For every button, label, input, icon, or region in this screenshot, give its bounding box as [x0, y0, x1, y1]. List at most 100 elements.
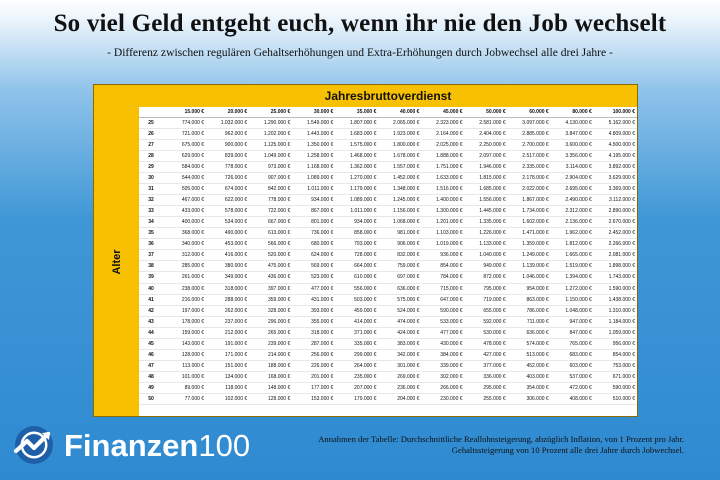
value-cell: 424.000 € [378, 327, 422, 339]
value-cell: 2.164.000 € [421, 128, 465, 141]
value-cell: 795.000 € [464, 283, 508, 295]
value-cell: 793.000 € [335, 238, 379, 251]
value-cell: 336.000 € [464, 371, 508, 383]
value-cell: 842.000 € [249, 183, 293, 196]
salary-column-header: 100.000 € [593, 107, 637, 119]
salary-column-header: 35.000 € [335, 107, 379, 119]
table-row: 26 721.000 €962.000 €1.202.000 €1.443.000… [139, 128, 637, 141]
value-cell: 299.000 € [335, 349, 379, 361]
value-cell: 188.000 € [249, 360, 293, 372]
value-cell: 1.168.000 € [292, 161, 336, 174]
value-cell: 2.266.000 € [593, 238, 637, 251]
value-cell: 774.000 € [163, 117, 207, 130]
value-cell: 872.000 € [464, 271, 508, 284]
age-cell: 47 [139, 360, 163, 372]
value-cell: 306.000 € [507, 393, 551, 405]
value-cell: 207.000 € [335, 382, 379, 394]
value-cell: 1.394.000 € [550, 271, 594, 284]
value-cell: 854.000 € [421, 260, 465, 273]
table-row: 39 261.000 €349.000 €436.000 €523.000 €61… [139, 271, 637, 284]
value-cell: 934.000 € [335, 216, 379, 229]
value-cell: 1.032.000 € [206, 117, 250, 130]
age-cell: 26 [139, 128, 163, 141]
value-cell: 1.226.000 € [464, 227, 508, 240]
value-cell: 296.000 € [249, 316, 293, 328]
table-row: 29 584.000 €778.000 €973.000 €1.168.000 €… [139, 161, 637, 174]
value-cell: 1.556.000 € [464, 194, 508, 207]
value-cell: 204.000 € [378, 393, 422, 405]
value-cell: 288.000 € [206, 294, 250, 306]
logo-wordmark: Finanzen100 [64, 423, 250, 469]
value-cell: 858.000 € [335, 227, 379, 240]
value-cell: 261.000 € [163, 271, 207, 284]
value-cell: 574.000 € [507, 338, 551, 350]
value-cell: 235.000 € [335, 371, 379, 383]
value-cell: 427.000 € [464, 349, 508, 361]
value-cell: 647.000 € [421, 294, 465, 306]
value-cell: 467.000 € [163, 194, 207, 207]
finanzen100-logo: Finanzen100 [12, 423, 250, 469]
value-cell: 134.000 € [206, 371, 250, 383]
salary-column-header: 25.000 € [249, 107, 293, 119]
value-cell: 592.000 € [464, 316, 508, 328]
value-cell: 847.000 € [550, 327, 594, 339]
value-cell: 510.000 € [593, 393, 637, 405]
table-row: 49 89.000 €118.000 €148.000 €177.000 €207… [139, 382, 637, 394]
value-cell: 264.000 € [335, 360, 379, 372]
value-cell: 262.000 € [206, 305, 250, 317]
age-cell: 33 [139, 205, 163, 218]
value-cell: 1.202.000 € [249, 128, 293, 141]
value-cell: 569.000 € [292, 260, 336, 273]
value-cell: 128.000 € [249, 393, 293, 405]
value-cell: 1.270.000 € [335, 172, 379, 185]
value-cell: 1.049.000 € [249, 150, 293, 163]
value-cell: 1.516.000 € [421, 183, 465, 196]
value-cell: 216.000 € [163, 294, 207, 306]
value-cell: 736.000 € [292, 227, 336, 240]
value-cell: 2.022.000 € [507, 183, 551, 196]
value-cell: 1.011.000 € [335, 205, 379, 218]
footnote-line-1: Annahmen der Tabelle: Durchschnittliche … [318, 434, 684, 444]
value-cell: 719.000 € [464, 294, 508, 306]
value-cell: 2.025.000 € [421, 139, 465, 152]
value-cell: 1.139.000 € [507, 260, 551, 273]
age-cell: 44 [139, 327, 163, 339]
value-cell: 226.000 € [292, 360, 336, 372]
value-cell: 2.335.000 € [507, 161, 551, 174]
value-cell: 1.272.000 € [550, 283, 594, 295]
value-cell: 151.000 € [206, 360, 250, 372]
table-row: 41 216.000 €288.000 €359.000 €431.000 €50… [139, 294, 637, 306]
value-cell: 472.000 € [550, 382, 594, 394]
value-cell: 1.549.000 € [292, 117, 336, 130]
value-cell: 148.000 € [249, 382, 293, 394]
value-cell: 590.000 € [421, 305, 465, 317]
value-cell: 1.125.000 € [249, 139, 293, 152]
table-row: 46 128.000 €171.000 €214.000 €256.000 €29… [139, 349, 637, 361]
age-cell: 31 [139, 183, 163, 196]
value-cell: 1.519.000 € [550, 260, 594, 273]
table-row: 42 197.000 €262.000 €328.000 €393.000 €45… [139, 305, 637, 317]
value-cell: 236.000 € [378, 382, 422, 394]
value-cell: 2.250.000 € [464, 139, 508, 152]
value-cell: 513.000 € [507, 349, 551, 361]
age-cell: 37 [139, 249, 163, 262]
value-cell: 159.000 € [163, 327, 207, 339]
value-cell: 624.000 € [292, 249, 336, 262]
value-cell: 266.000 € [421, 382, 465, 394]
value-cell: 3.892.000 € [593, 161, 637, 174]
value-cell: 778.000 € [206, 161, 250, 174]
value-cell: 490.000 € [206, 227, 250, 240]
value-cell: 584.000 € [163, 161, 207, 174]
value-cell: 168.000 € [249, 371, 293, 383]
age-cell: 42 [139, 305, 163, 317]
value-cell: 1.445.000 € [464, 205, 508, 218]
table-row: 30 544.000 €726.000 €907.000 €1.089.000 €… [139, 172, 637, 185]
salary-column-header: 15.000 € [163, 107, 207, 119]
value-cell: 726.000 € [206, 172, 250, 185]
age-cell: 32 [139, 194, 163, 207]
value-cell: 302.000 € [421, 371, 465, 383]
value-cell: 113.000 € [163, 360, 207, 372]
value-cell: 2.490.000 € [550, 194, 594, 207]
value-cell: 342.000 € [378, 349, 422, 361]
value-cell: 680.000 € [292, 238, 336, 251]
